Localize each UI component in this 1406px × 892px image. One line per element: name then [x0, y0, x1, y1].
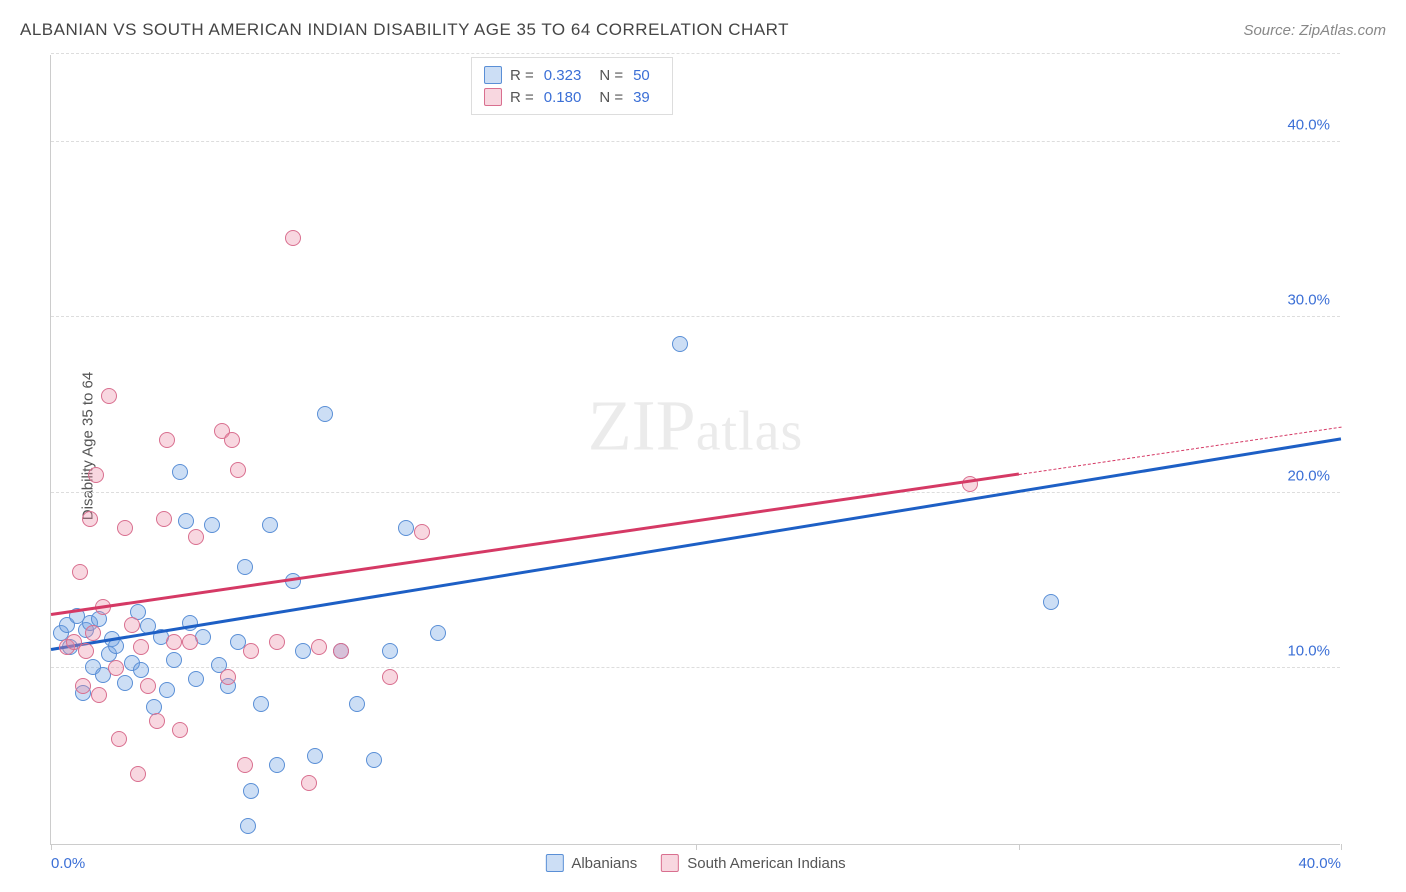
- x-tick-mark: [1341, 844, 1342, 850]
- data-point: [269, 757, 285, 773]
- data-point: [285, 230, 301, 246]
- y-tick-label: 20.0%: [1287, 467, 1330, 484]
- data-point: [188, 529, 204, 545]
- data-point: [133, 662, 149, 678]
- chart-title: ALBANIAN VS SOUTH AMERICAN INDIAN DISABI…: [20, 20, 789, 40]
- y-tick-label: 10.0%: [1287, 643, 1330, 660]
- data-point: [85, 625, 101, 641]
- gridline: [51, 141, 1340, 142]
- plot-area: ZIPatlas R =0.323N =50R =0.180N =39 Alba…: [50, 55, 1340, 845]
- x-tick-mark: [696, 844, 697, 850]
- x-tick-mark: [1019, 844, 1020, 850]
- y-tick-label: 40.0%: [1287, 116, 1330, 133]
- data-point: [430, 625, 446, 641]
- x-tick-mark: [51, 844, 52, 850]
- data-point: [1043, 594, 1059, 610]
- gridline: [51, 53, 1340, 54]
- legend-swatch: [661, 854, 679, 872]
- watermark: ZIPatlas: [588, 384, 804, 467]
- data-point: [78, 643, 94, 659]
- y-tick-label: 30.0%: [1287, 292, 1330, 309]
- chart-source: Source: ZipAtlas.com: [1243, 22, 1386, 39]
- legend-swatch: [484, 66, 502, 84]
- data-point: [178, 513, 194, 529]
- data-point: [156, 511, 172, 527]
- data-point: [230, 462, 246, 478]
- chart-header: ALBANIAN VS SOUTH AMERICAN INDIAN DISABI…: [20, 20, 1386, 40]
- legend-swatch: [484, 88, 502, 106]
- legend-swatch: [545, 854, 563, 872]
- x-tick-label: 40.0%: [1298, 855, 1341, 872]
- data-point: [88, 467, 104, 483]
- data-point: [124, 617, 140, 633]
- data-point: [166, 634, 182, 650]
- data-point: [159, 432, 175, 448]
- data-point: [237, 757, 253, 773]
- data-point: [311, 639, 327, 655]
- gridline: [51, 492, 1340, 493]
- data-point: [172, 464, 188, 480]
- data-point: [672, 336, 688, 352]
- data-point: [349, 696, 365, 712]
- data-point: [398, 520, 414, 536]
- data-point: [253, 696, 269, 712]
- data-point: [224, 432, 240, 448]
- series-legend-item: Albanians: [545, 854, 637, 872]
- data-point: [172, 722, 188, 738]
- data-point: [101, 388, 117, 404]
- data-point: [166, 652, 182, 668]
- legend-r-label: R =: [510, 89, 534, 106]
- data-point: [188, 671, 204, 687]
- data-point: [111, 731, 127, 747]
- data-point: [307, 748, 323, 764]
- data-point: [243, 783, 259, 799]
- data-point: [204, 517, 220, 533]
- data-point: [317, 406, 333, 422]
- stats-legend: R = 0.323 N = 50 R = 0.180 N = 39: [471, 57, 673, 115]
- legend-r-value: 0.323: [544, 67, 582, 84]
- gridline: [51, 667, 1340, 668]
- gridline: [51, 316, 1340, 317]
- data-point: [262, 517, 278, 533]
- data-point: [82, 511, 98, 527]
- data-point: [117, 520, 133, 536]
- data-point: [140, 678, 156, 694]
- data-point: [414, 524, 430, 540]
- series-legend-item: South American Indians: [661, 854, 845, 872]
- x-tick-label: 0.0%: [51, 855, 85, 872]
- data-point: [182, 634, 198, 650]
- data-point: [295, 643, 311, 659]
- data-point: [382, 643, 398, 659]
- data-point: [333, 643, 349, 659]
- series-name: Albanians: [571, 855, 637, 872]
- data-point: [366, 752, 382, 768]
- data-point: [149, 713, 165, 729]
- data-point: [240, 818, 256, 834]
- legend-n-label: N =: [599, 67, 623, 84]
- legend-n-label: N =: [599, 89, 623, 106]
- legend-r-label: R =: [510, 67, 534, 84]
- data-point: [75, 678, 91, 694]
- legend-n-value: 50: [633, 67, 650, 84]
- legend-r-value: 0.180: [544, 89, 582, 106]
- data-point: [237, 559, 253, 575]
- data-point: [159, 682, 175, 698]
- series-legend: Albanians South American Indians: [545, 854, 845, 872]
- data-point: [133, 639, 149, 655]
- data-point: [72, 564, 88, 580]
- data-point: [220, 669, 236, 685]
- series-name: South American Indians: [687, 855, 845, 872]
- data-point: [301, 775, 317, 791]
- data-point: [108, 660, 124, 676]
- data-point: [269, 634, 285, 650]
- data-point: [91, 687, 107, 703]
- data-point: [130, 766, 146, 782]
- data-point: [382, 669, 398, 685]
- data-point: [117, 675, 133, 691]
- legend-row: R = 0.180 N = 39: [484, 86, 660, 108]
- legend-n-value: 39: [633, 89, 650, 106]
- legend-row: R = 0.323 N = 50: [484, 64, 660, 86]
- data-point: [243, 643, 259, 659]
